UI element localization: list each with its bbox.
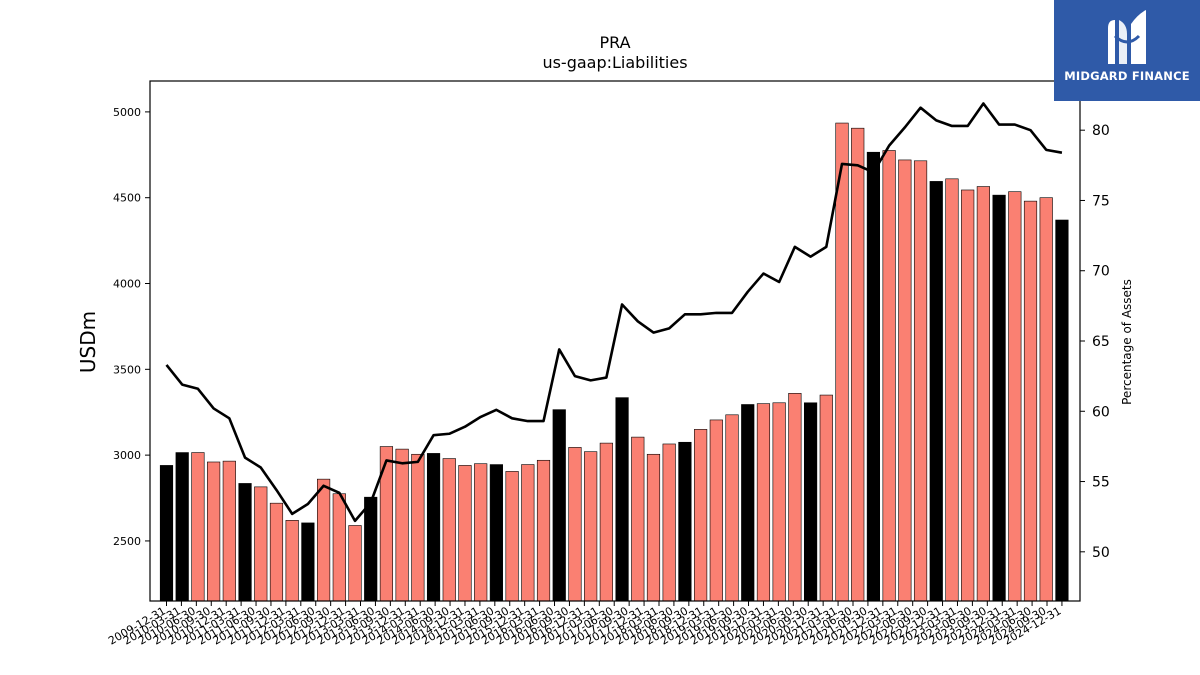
- axes-group: 2500300035004000450050005055606570758020…: [106, 80, 1110, 648]
- bar-37: [741, 404, 755, 602]
- bar-52: [976, 186, 990, 602]
- y2-tick-label-1: 55: [1092, 475, 1110, 491]
- bar-27: [584, 451, 598, 602]
- bar-16: [411, 453, 425, 602]
- bar-8: [285, 520, 299, 602]
- bar-49: [929, 181, 943, 602]
- chart-title: PRA: [599, 33, 630, 52]
- bar-4: [222, 460, 236, 602]
- bar-10: [317, 478, 331, 602]
- y2-tick-label-0: 50: [1092, 545, 1110, 561]
- bar-41: [803, 402, 818, 602]
- y2-tick-label-4: 70: [1092, 264, 1110, 280]
- bar-18: [442, 458, 456, 602]
- bar-17: [426, 453, 441, 602]
- bar-23: [521, 464, 535, 602]
- brand-logo-icon: [1108, 10, 1146, 64]
- bar-28: [599, 442, 613, 602]
- brand-logo: MIDGARD FINANCE: [1054, 0, 1200, 101]
- bar-22: [505, 471, 519, 602]
- y-tick-label-0: 2500: [113, 535, 141, 548]
- bar-5: [238, 483, 252, 602]
- bar-53: [992, 194, 1006, 602]
- bar-32: [662, 443, 676, 602]
- bars-group: [159, 122, 1069, 602]
- bar-43: [835, 122, 849, 602]
- bar-33: [678, 441, 692, 602]
- bar-38: [756, 403, 771, 602]
- bar-42: [819, 394, 833, 602]
- bar-0: [159, 465, 174, 602]
- bar-54: [1008, 191, 1022, 602]
- bar-39: [772, 402, 786, 602]
- y-tick-label-4: 4500: [113, 192, 141, 205]
- bar-47: [898, 159, 912, 602]
- bar-44: [851, 127, 865, 602]
- line-group: [165, 102, 1063, 523]
- bar-11: [332, 493, 346, 602]
- bar-46: [882, 150, 896, 602]
- y2-tick-label-2: 60: [1092, 404, 1110, 420]
- bar-57: [1055, 219, 1069, 602]
- y-axis-label: USDm: [76, 311, 100, 373]
- y2-tick-label-3: 65: [1092, 334, 1110, 350]
- y2-tick-label-5: 75: [1092, 193, 1110, 209]
- bar-55: [1023, 200, 1038, 602]
- percent-line: [165, 102, 1063, 523]
- bar-6: [254, 486, 268, 602]
- bar-7: [269, 502, 284, 602]
- bar-40: [788, 393, 802, 602]
- y-tick-label-2: 3500: [113, 363, 141, 376]
- bar-45: [866, 151, 881, 602]
- bar-25: [552, 409, 566, 602]
- bar-30: [631, 436, 645, 602]
- bar-20: [474, 463, 488, 602]
- bar-31: [646, 453, 661, 602]
- y2-tick-label-6: 80: [1092, 123, 1110, 139]
- bar-2: [191, 452, 205, 602]
- bar-50: [945, 178, 959, 602]
- y-tick-label-3: 4000: [113, 278, 141, 291]
- bar-15: [395, 448, 409, 602]
- bar-29: [615, 397, 629, 602]
- y2-axis-label: Percentage of Assets: [1120, 279, 1134, 405]
- bar-1: [175, 452, 189, 602]
- bar-12: [348, 525, 362, 602]
- bar-19: [458, 465, 472, 602]
- bar-34: [694, 429, 708, 602]
- bar-13: [364, 496, 378, 602]
- y-tick-label-5: 5000: [113, 106, 141, 119]
- y-tick-label-1: 3000: [113, 449, 141, 462]
- bar-26: [568, 447, 582, 602]
- bar-21: [489, 464, 503, 602]
- bar-35: [709, 419, 723, 602]
- bar-36: [725, 414, 739, 602]
- chart-subtitle: us-gaap:Liabilities: [542, 53, 687, 72]
- bar-24: [536, 459, 551, 602]
- bar-3: [207, 461, 221, 602]
- bar-48: [913, 160, 928, 602]
- bar-51: [961, 189, 975, 602]
- bar-9: [301, 522, 315, 602]
- bar-56: [1039, 197, 1053, 602]
